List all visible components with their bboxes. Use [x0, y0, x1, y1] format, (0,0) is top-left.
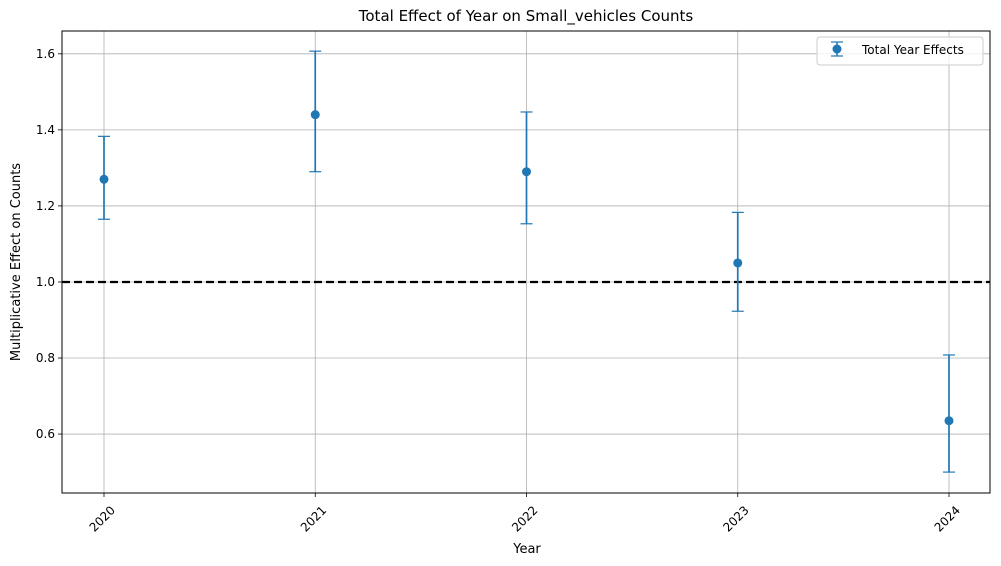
y-axis: 0.6 0.8 1.0 1.2 1.4 1.6 [36, 47, 62, 441]
y-axis-label: Multiplicative Effect on Counts [9, 163, 24, 361]
data-point [944, 416, 954, 426]
legend-label: Total Year Effects [861, 43, 964, 57]
x-tick-label: 2021 [298, 503, 329, 534]
legend: Total Year Effects [816, 36, 984, 66]
y-tick-label: 1.2 [36, 199, 55, 213]
y-tick-label: 0.8 [36, 351, 55, 365]
x-axis-label: Year [512, 542, 541, 557]
grid [62, 31, 990, 493]
y-tick-label: 1.4 [36, 123, 55, 137]
y-tick-label: 1.6 [36, 47, 55, 61]
y-tick-label: 0.6 [36, 427, 55, 441]
x-axis: 2020 2021 2022 2023 2024 [87, 493, 963, 535]
data-point [99, 174, 109, 184]
data-layer [98, 50, 955, 473]
y-tick-label: 1.0 [36, 275, 55, 289]
x-tick-label: 2020 [87, 503, 118, 534]
legend-box [816, 36, 984, 66]
data-point [522, 167, 531, 177]
plot-area-frame [61, 30, 991, 494]
data-point [310, 110, 320, 120]
data-point [733, 258, 743, 268]
legend-marker [832, 44, 842, 54]
x-tick-label: 2024 [932, 503, 963, 534]
chart-title: Total Effect of Year on Small_vehicles C… [358, 7, 694, 26]
x-tick-label: 2022 [509, 503, 540, 534]
x-tick-label: 2023 [720, 503, 751, 534]
